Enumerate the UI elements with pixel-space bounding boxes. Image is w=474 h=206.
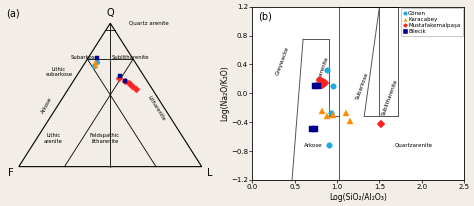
Text: Lithic
subarkose: Lithic subarkose — [46, 67, 73, 77]
Text: F: F — [8, 168, 13, 178]
Text: Lithic
arenite: Lithic arenite — [44, 133, 63, 144]
Text: Q: Q — [107, 8, 114, 18]
Text: Sublitharenite: Sublitharenite — [111, 55, 149, 60]
Text: Subarkose: Subarkose — [355, 72, 370, 101]
Text: Litharenite: Litharenite — [314, 55, 329, 85]
Text: Arkose: Arkose — [304, 143, 323, 148]
Text: L: L — [207, 168, 213, 178]
Text: Feldspathic
litharenite: Feldspathic litharenite — [90, 133, 120, 144]
Legend: Gönen, Karacabey, Mustafakemalpaşa, Bilecik: Gönen, Karacabey, Mustafakemalpaşa, Bile… — [401, 8, 463, 36]
Text: Sublitharenite: Sublitharenite — [381, 78, 399, 116]
Text: Quartzarenite: Quartzarenite — [394, 143, 432, 148]
Text: Subarkose: Subarkose — [71, 55, 99, 60]
Text: (b): (b) — [258, 12, 273, 22]
Text: Arkose: Arkose — [41, 96, 54, 115]
Text: Greywacke: Greywacke — [275, 46, 290, 76]
X-axis label: Log(SiO₂/Al₂O₃): Log(SiO₂/Al₂O₃) — [329, 193, 387, 202]
Y-axis label: Log(Na₂O/K₂O): Log(Na₂O/K₂O) — [220, 65, 229, 121]
Text: Quartz arenite: Quartz arenite — [128, 20, 168, 25]
Text: Litharenite: Litharenite — [146, 95, 166, 122]
Text: (a): (a) — [6, 8, 20, 18]
